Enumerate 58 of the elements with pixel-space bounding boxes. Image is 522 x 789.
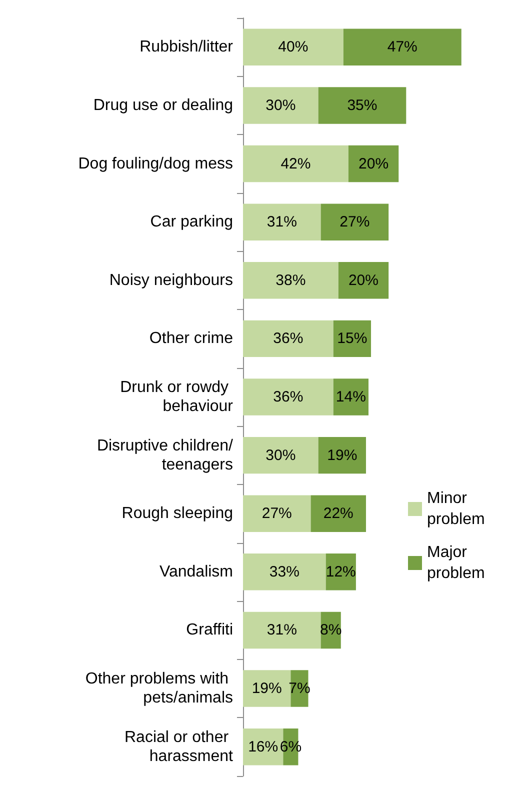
- data-label: 40%: [278, 38, 308, 56]
- bar: [243, 320, 334, 358]
- data-label: 27%: [340, 214, 370, 231]
- data-label: 38%: [276, 272, 306, 289]
- data-label: 27%: [262, 505, 292, 522]
- bar: [318, 87, 406, 124]
- bar: [243, 378, 334, 416]
- y-tick-label: Car parking: [150, 214, 233, 231]
- data-label: 14%: [336, 388, 366, 406]
- bar: [243, 262, 338, 299]
- data-label: 20%: [358, 155, 389, 172]
- y-tick-label: Vandalism: [159, 563, 233, 580]
- bar: [243, 145, 348, 182]
- bar: [243, 670, 291, 707]
- legend-label: Major problem: [427, 544, 485, 582]
- y-tick-label: Rough sleeping: [122, 505, 233, 522]
- bar: [243, 554, 326, 590]
- bar: [338, 262, 389, 299]
- y-tick-label: Other crime: [149, 330, 234, 348]
- y-tick-label: Drunk or rowdy behaviour: [120, 379, 234, 415]
- data-label: 35%: [347, 96, 378, 114]
- data-label: 15%: [337, 330, 368, 348]
- bar: [243, 87, 318, 124]
- data-label: 20%: [348, 272, 378, 289]
- data-label: 30%: [266, 96, 296, 114]
- bar: [348, 145, 399, 182]
- bar: [320, 204, 389, 240]
- data-label: 16%: [248, 738, 278, 756]
- data-label: 22%: [323, 505, 354, 522]
- data-label: 36%: [273, 330, 304, 348]
- bar: [243, 204, 321, 240]
- bar: [333, 378, 368, 416]
- data-label: 19%: [252, 680, 282, 698]
- y-tick-label: Drug use or dealing: [93, 96, 233, 114]
- bar: [243, 495, 311, 532]
- data-label: 30%: [266, 446, 296, 464]
- bar: [243, 436, 318, 474]
- y-tick-label: Racial or other harassment: [124, 728, 234, 765]
- data-label: 31%: [266, 622, 297, 639]
- y-tick-label: Graffiti: [186, 622, 233, 639]
- bar: [318, 436, 366, 474]
- bar: [243, 28, 344, 66]
- y-tick-label: Noisy neighbours: [109, 272, 233, 289]
- data-label: 47%: [387, 38, 418, 56]
- data-label: 33%: [269, 563, 300, 580]
- y-tick-label: Other problems with pets/animals: [85, 670, 233, 707]
- legend-label: Minor problem: [427, 490, 485, 528]
- bar: [343, 28, 462, 66]
- data-label: 42%: [280, 155, 311, 172]
- data-label: 19%: [327, 446, 358, 464]
- bar: [310, 495, 366, 532]
- y-tick-label: Rubbish/litter: [140, 38, 234, 56]
- data-label: 31%: [266, 214, 297, 231]
- bar: [243, 612, 321, 649]
- data-label: 36%: [273, 388, 304, 406]
- y-tick-label: Disruptive children/teenagers: [96, 437, 234, 474]
- data-label: 12%: [326, 563, 356, 580]
- y-tick-label: Dog fouling/dog mess: [78, 155, 233, 172]
